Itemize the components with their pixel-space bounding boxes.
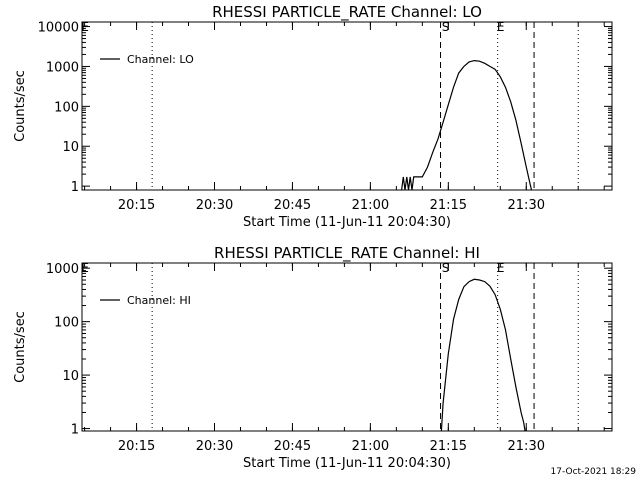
y-tick-label: 1: [71, 423, 79, 438]
x-tick-label: 20:30: [196, 439, 233, 454]
series-line: [440, 278, 526, 431]
x-axis-label: Start Time (11-Jun-11 20:04:30): [243, 215, 451, 230]
y-tick-label: 10: [62, 140, 79, 155]
legend-entry: Channel: HI: [127, 294, 191, 307]
start-marker-label: S: [442, 261, 450, 275]
x-tick-label: 21:30: [508, 198, 545, 213]
x-tick-label: 20:15: [118, 198, 155, 213]
x-tick-label: 21:30: [508, 439, 545, 454]
footer-timestamp: 17-Oct-2021 18:29: [551, 467, 637, 477]
y-tick-label: 10: [62, 369, 79, 384]
x-axis-label: Start Time (11-Jun-11 20:04:30): [243, 456, 451, 471]
series-line: [401, 59, 533, 190]
start-marker-label: S: [442, 20, 450, 34]
x-tick-label: 21:00: [352, 439, 389, 454]
left-marker-label: E: [81, 261, 89, 275]
left-marker-label: E: [81, 20, 89, 34]
x-tick-label: 21:15: [430, 198, 467, 213]
x-tick-label: 20:45: [274, 439, 311, 454]
legend-entry: Channel: LO: [127, 53, 194, 66]
y-tick-label: 1000: [46, 262, 79, 277]
x-tick-label: 21:00: [352, 198, 389, 213]
x-tick-label: 20:15: [118, 439, 155, 454]
end-marker-label: E: [497, 261, 505, 275]
y-axis-label: Counts/sec: [13, 311, 28, 383]
y-tick-label: 10000: [38, 21, 79, 36]
plot-frame: [81, 262, 613, 432]
plot-frame: [81, 21, 613, 191]
chart-title: RHESSI PARTICLE_RATE Channel: HI: [214, 244, 480, 263]
x-tick-label: 20:30: [196, 198, 233, 213]
y-tick-label: 1000: [46, 60, 79, 75]
x-tick-label: 21:15: [430, 439, 467, 454]
y-tick-label: 1: [71, 180, 79, 195]
chart-title: RHESSI PARTICLE_RATE Channel: LO: [212, 3, 482, 22]
y-axis-label: Counts/sec: [13, 70, 28, 142]
end-marker-label: E: [497, 20, 505, 34]
y-tick-label: 100: [54, 316, 79, 331]
y-tick-label: 100: [54, 100, 79, 115]
x-tick-label: 20:45: [274, 198, 311, 213]
